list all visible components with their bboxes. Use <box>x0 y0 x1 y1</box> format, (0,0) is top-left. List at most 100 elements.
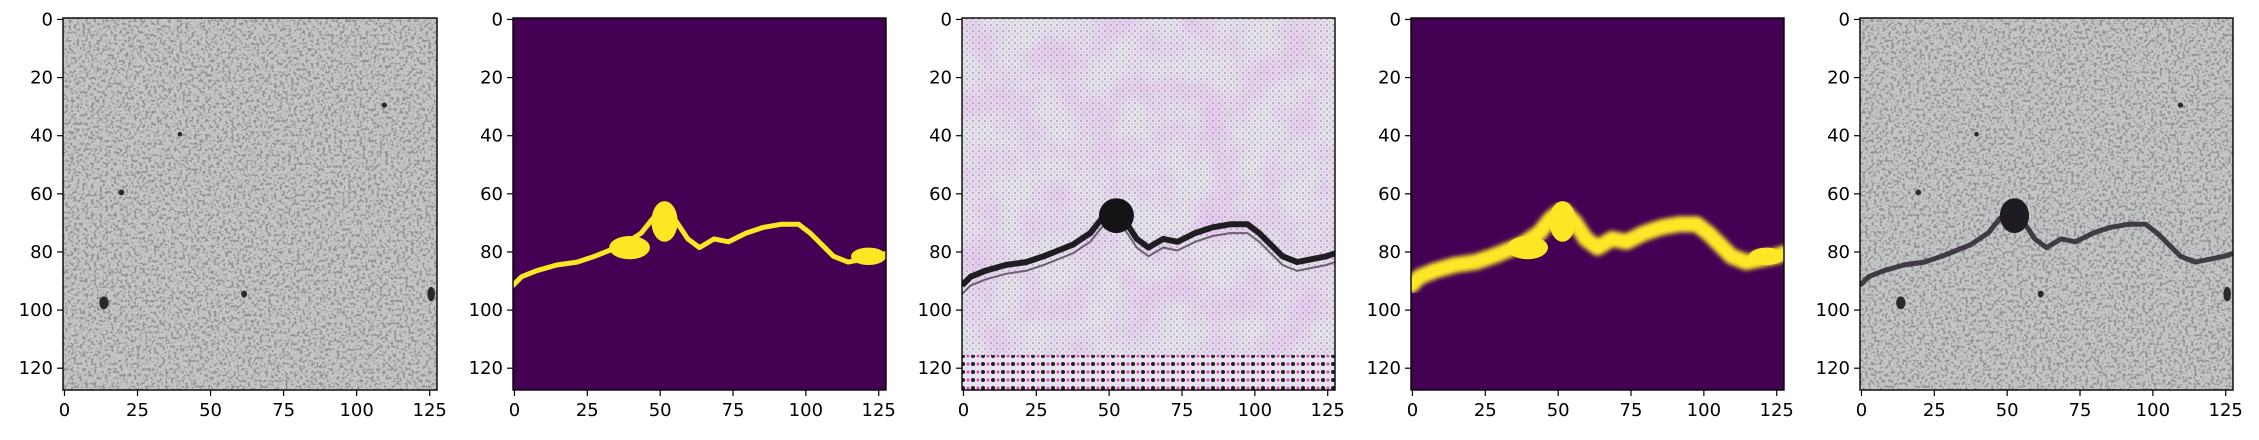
crack-mask-blob <box>1749 247 1784 266</box>
axes-frame <box>961 17 1336 391</box>
axes-frame <box>1410 17 1785 391</box>
y-tick-label: 40 <box>1827 126 1850 147</box>
y-tick-label: 100 <box>469 300 503 321</box>
x-tick-label: 25 <box>1923 400 1946 421</box>
panel-crack-mask: 0 25 50 75 100 125 0 20 40 60 80 100 120 <box>469 9 896 421</box>
crack-mask-blob <box>651 201 678 242</box>
x-tick-label: 125 <box>1311 400 1345 421</box>
crack-mask-blob <box>851 247 886 266</box>
crack-line <box>1860 207 2233 288</box>
y-tick-label: 80 <box>1378 242 1401 263</box>
y-tick-label: 120 <box>1816 358 1850 379</box>
y-tick-label: 80 <box>1827 242 1850 263</box>
panel-concrete-photo: 0 25 50 75 100 125 0 20 40 60 80 100 120 <box>19 9 447 421</box>
x-tick-label: 125 <box>2209 400 2243 421</box>
concrete-pit <box>2037 290 2044 298</box>
x-tick-label: 100 <box>1687 400 1721 421</box>
x-tick-label: 125 <box>862 400 896 421</box>
x-tick-label: 100 <box>789 400 823 421</box>
panel-generated-crack-image: 0 25 50 75 100 125 0 20 40 60 80 100 120 <box>918 9 1345 421</box>
panel-image <box>962 18 1335 390</box>
crack-mask-blob <box>1507 235 1548 260</box>
generated-bottom-artifact <box>962 355 1335 390</box>
concrete-pit <box>1974 131 1979 137</box>
y-tick-label: 60 <box>929 184 952 205</box>
y-tick-label: 100 <box>1367 300 1401 321</box>
y-tick-label: 100 <box>1816 300 1850 321</box>
x-tick-label: 75 <box>722 400 745 421</box>
y-tick-label: 20 <box>30 68 53 89</box>
generated-crack-hole <box>1098 198 1134 234</box>
concrete-pit <box>2223 286 2231 302</box>
x-tick-label: 50 <box>649 400 672 421</box>
crack-mask-blob <box>609 235 650 260</box>
x-tick-label: 0 <box>1407 400 1418 421</box>
axes-frame <box>512 17 887 391</box>
x-tick-label: 0 <box>59 400 70 421</box>
x-tick-label: 75 <box>1171 400 1194 421</box>
crack-mask-line <box>513 207 886 288</box>
y-tick-label: 120 <box>469 358 503 379</box>
mask-background <box>1411 18 1784 390</box>
y-tick-label: 80 <box>30 242 53 263</box>
x-tick-label: 125 <box>1760 400 1794 421</box>
x-tick-label: 0 <box>958 400 969 421</box>
y-tick-label: 20 <box>929 68 952 89</box>
panel-concrete-photo-with-crack: 0 25 50 75 100 125 0 20 40 60 80 100 120 <box>1816 9 2243 421</box>
concrete-pit <box>241 290 248 298</box>
x-tick-label: 75 <box>272 400 295 421</box>
x-tick-label: 75 <box>2069 400 2092 421</box>
concrete-pit <box>1896 296 1906 310</box>
x-tick-label: 125 <box>413 400 447 421</box>
concrete-pit <box>1915 189 1922 196</box>
x-tick-label: 50 <box>1996 400 2019 421</box>
concrete-pit <box>99 296 109 310</box>
y-tick-label: 40 <box>1378 126 1401 147</box>
y-tick-label: 40 <box>480 126 503 147</box>
x-tick-label: 25 <box>576 400 599 421</box>
y-tick-label: 20 <box>480 68 503 89</box>
x-tick-label: 0 <box>1856 400 1867 421</box>
x-tick-label: 50 <box>199 400 222 421</box>
concrete-pit <box>2177 102 2184 108</box>
panel-predicted-crack-mask: 0 25 50 75 100 125 0 20 40 60 80 100 120 <box>1367 9 1794 421</box>
x-tick-label: 100 <box>2136 400 2170 421</box>
y-tick-label: 80 <box>929 242 952 263</box>
y-tick-label: 120 <box>1367 358 1401 379</box>
generated-crack-shadow <box>962 217 1335 295</box>
y-tick-label: 0 <box>1839 9 1850 30</box>
panel-image <box>1860 18 2233 390</box>
x-tick-label: 75 <box>1620 400 1643 421</box>
y-tick-label: 20 <box>1378 68 1401 89</box>
x-tick-label: 0 <box>509 400 520 421</box>
concrete-pit <box>177 131 183 137</box>
axes-frame <box>1859 17 2234 391</box>
y-tick-label: 60 <box>1827 184 1850 205</box>
mask-background <box>513 18 886 390</box>
y-tick-label: 0 <box>1390 9 1401 30</box>
y-tick-label: 40 <box>929 126 952 147</box>
concrete-pit <box>118 189 125 196</box>
x-tick-label: 50 <box>1098 400 1121 421</box>
x-tick-label: 100 <box>1238 400 1272 421</box>
concrete-pit <box>427 286 435 302</box>
generated-crack <box>962 206 1335 288</box>
y-tick-label: 100 <box>918 300 952 321</box>
x-tick-label: 50 <box>1547 400 1570 421</box>
concrete-pit <box>381 102 388 108</box>
generated-grid-artifact <box>962 18 1335 390</box>
panel-image <box>63 18 437 390</box>
y-tick-label: 0 <box>42 9 53 30</box>
x-tick-label: 100 <box>339 400 373 421</box>
y-tick-label: 100 <box>19 300 53 321</box>
concrete-speckles <box>1860 18 2233 390</box>
concrete-speckles <box>63 18 437 390</box>
y-tick-label: 0 <box>492 9 503 30</box>
y-tick-label: 120 <box>19 358 53 379</box>
axes-frame <box>62 17 438 391</box>
y-tick-label: 80 <box>480 242 503 263</box>
panel-image <box>1411 18 1784 390</box>
crack-hole <box>1999 198 2030 234</box>
y-tick-label: 60 <box>480 184 503 205</box>
